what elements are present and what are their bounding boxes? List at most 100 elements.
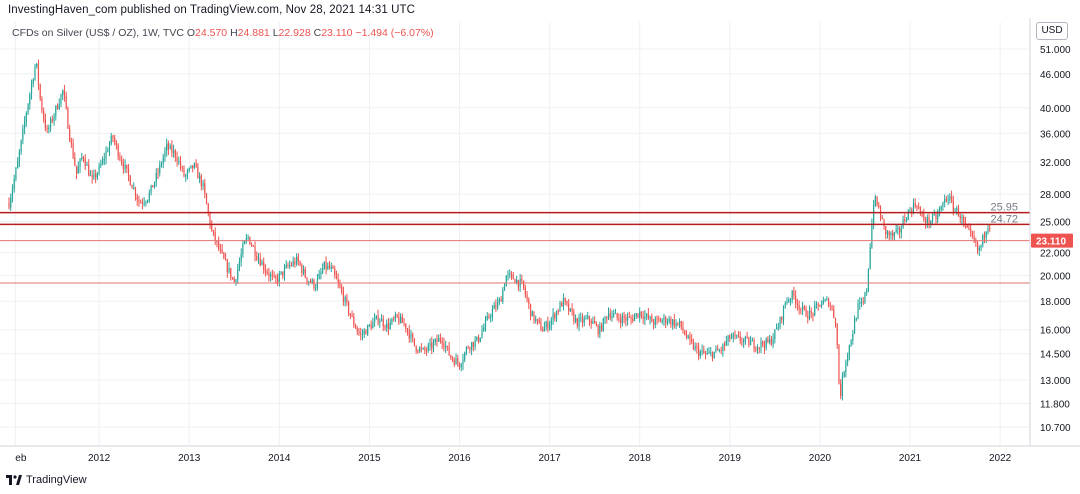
candle-body xyxy=(190,165,192,169)
candle-body xyxy=(620,319,622,323)
candle-body xyxy=(379,321,381,323)
currency-unit-button[interactable]: USD xyxy=(1036,22,1068,40)
candle-body xyxy=(604,317,606,319)
candle-body xyxy=(230,267,232,278)
candle-body xyxy=(536,319,539,320)
candle-body xyxy=(237,268,239,280)
candle-body xyxy=(784,303,786,306)
candle-body xyxy=(821,304,823,307)
candle-body xyxy=(460,364,462,368)
candle-body xyxy=(512,274,514,280)
candle-body xyxy=(646,314,648,316)
candle-body xyxy=(786,301,788,304)
candle-body xyxy=(935,214,937,220)
candle-body xyxy=(398,316,400,323)
candle-body xyxy=(393,318,395,320)
candle-body xyxy=(789,299,792,301)
candle-body xyxy=(888,231,890,236)
tradingview-footer[interactable]: TradingView xyxy=(6,474,87,486)
candle-body xyxy=(769,339,771,343)
candle-body xyxy=(453,359,455,365)
candle-body xyxy=(472,342,474,347)
candle-body xyxy=(462,359,464,365)
candle-body xyxy=(694,346,696,350)
candle-body xyxy=(630,317,632,319)
y-tick-label: 10.700 xyxy=(1040,423,1071,434)
candle-body xyxy=(252,245,254,247)
candle-body xyxy=(309,281,312,283)
candle-body xyxy=(654,318,656,325)
candle-body xyxy=(576,318,578,327)
candle-body xyxy=(446,345,448,347)
candle-body xyxy=(434,339,436,343)
candle-body xyxy=(327,265,329,269)
candle-body xyxy=(919,207,921,215)
candle-body xyxy=(614,313,617,314)
candle-body xyxy=(240,254,242,262)
candle-body xyxy=(749,341,752,346)
y-tick-label: 18.000 xyxy=(1040,297,1071,308)
candle-body xyxy=(244,241,246,245)
candle-body xyxy=(479,337,481,342)
candle-body xyxy=(814,305,816,316)
candle-body xyxy=(568,303,570,312)
candle-body xyxy=(970,229,972,232)
candle-body xyxy=(86,164,88,166)
candle-body xyxy=(836,324,838,346)
candle-body xyxy=(732,334,734,338)
candle-body xyxy=(56,105,59,109)
candle-body xyxy=(353,316,355,326)
candle-body xyxy=(826,298,828,300)
candle-body xyxy=(152,185,154,188)
candle-body xyxy=(692,341,695,350)
candle-body xyxy=(533,311,535,322)
candle-body xyxy=(637,313,639,318)
candle-body xyxy=(226,260,228,273)
candle-body xyxy=(289,264,291,266)
candle-body xyxy=(652,322,655,325)
candle-body xyxy=(860,301,863,303)
candle-body xyxy=(221,249,223,253)
candle-body xyxy=(853,320,856,334)
candle-body xyxy=(578,317,580,327)
candle-body xyxy=(812,313,814,316)
candle-body xyxy=(481,331,483,338)
candle-body xyxy=(98,165,100,174)
candle-body xyxy=(701,350,703,352)
candle-body xyxy=(325,261,327,269)
candle-body xyxy=(574,318,577,322)
candle-body xyxy=(975,240,977,243)
candle-body xyxy=(477,336,480,342)
candle-body xyxy=(233,277,235,282)
candle-body xyxy=(907,210,909,221)
candle-body xyxy=(469,347,471,350)
candle-body xyxy=(406,328,409,331)
candle-body xyxy=(193,163,195,168)
candle-body xyxy=(914,203,916,207)
candle-body xyxy=(214,231,216,241)
candle-body xyxy=(822,300,824,305)
candle-body xyxy=(899,228,901,233)
candle-body xyxy=(685,334,688,338)
candle-body xyxy=(834,317,837,325)
candle-body xyxy=(819,304,821,307)
candle-body xyxy=(734,334,736,336)
candle-body xyxy=(145,201,147,203)
candle-body xyxy=(356,328,358,332)
y-tick-label: 51.000 xyxy=(1040,45,1071,56)
open-value: 24.570 xyxy=(195,27,228,39)
candle-body xyxy=(503,286,506,290)
candle-body xyxy=(377,315,379,323)
candle-body xyxy=(658,318,660,320)
candle-body xyxy=(885,226,887,235)
candle-body xyxy=(467,347,469,349)
grid xyxy=(0,22,1030,446)
tradingview-logo-icon xyxy=(6,475,22,485)
candle-body xyxy=(547,322,549,329)
candle-body xyxy=(779,317,781,328)
candle-body xyxy=(408,330,410,339)
candle-body xyxy=(271,274,273,276)
candle-body xyxy=(841,376,844,396)
candle-body xyxy=(926,217,928,224)
